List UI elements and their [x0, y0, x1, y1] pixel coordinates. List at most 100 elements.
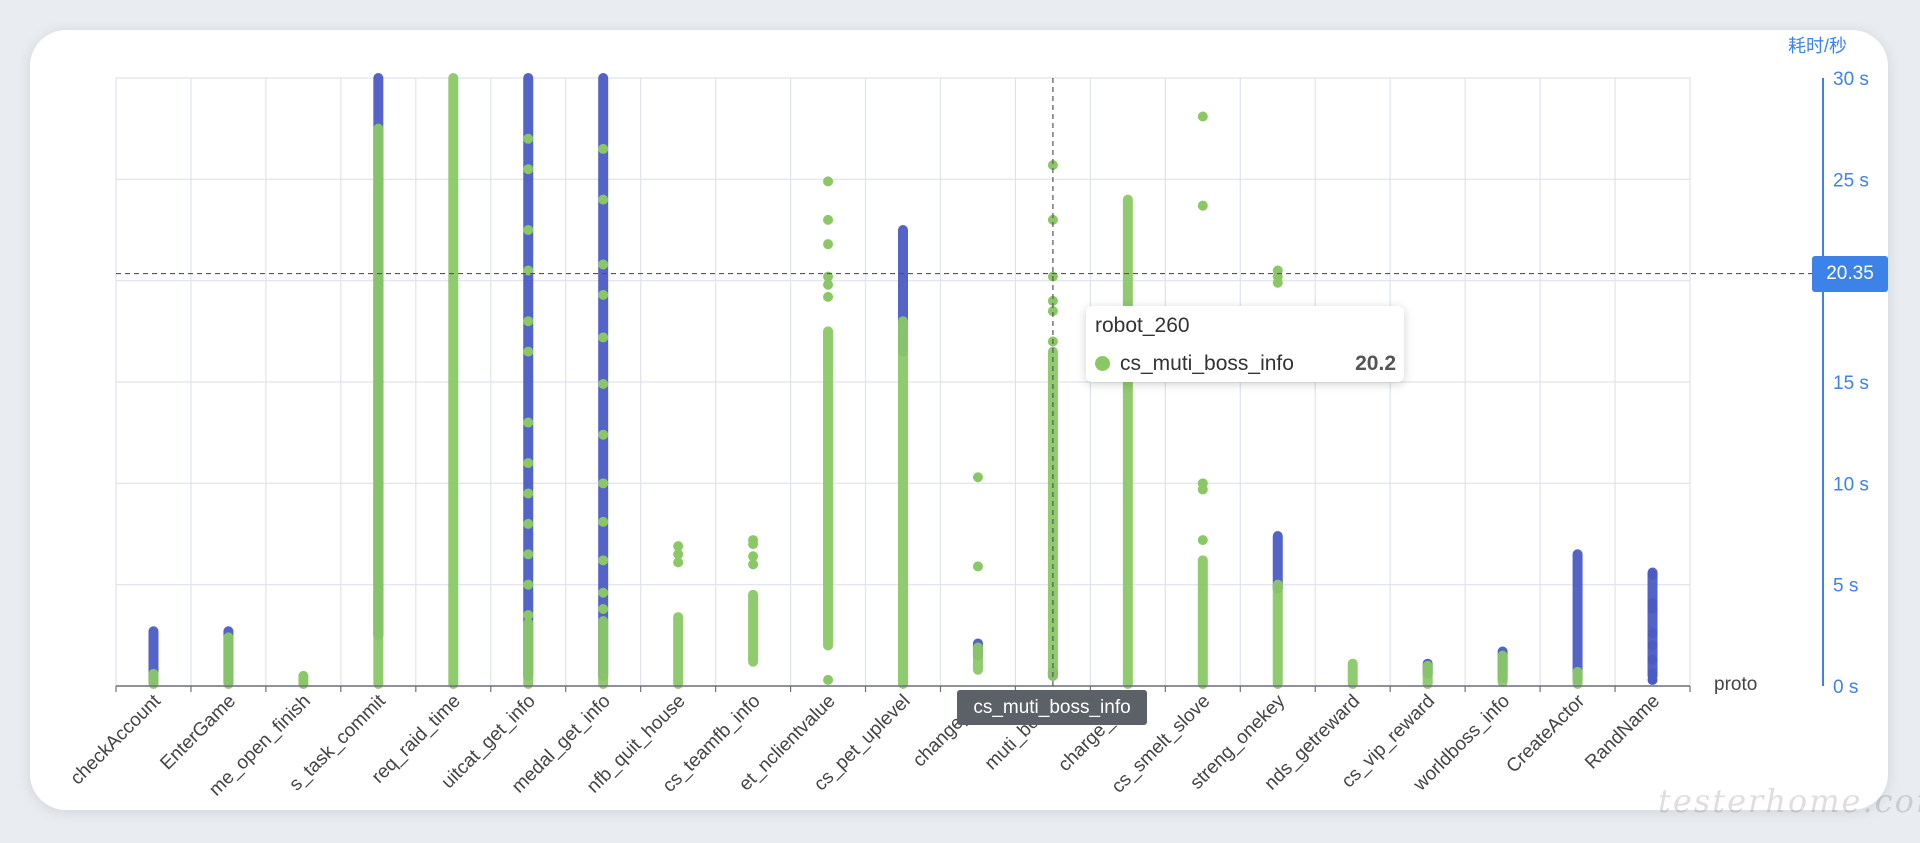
data-point[interactable]: [1047, 295, 1058, 306]
data-point[interactable]: [598, 143, 609, 154]
data-point[interactable]: [1647, 674, 1658, 685]
data-point[interactable]: [748, 559, 759, 570]
data-point[interactable]: [823, 214, 834, 225]
point-band-series1-checkAccount[interactable]: [148, 668, 159, 689]
data-point[interactable]: [523, 316, 534, 327]
data-point[interactable]: [523, 417, 534, 428]
y-tick-labels: 0 s5 s10 s15 s20 s25 s30 s: [1833, 69, 1869, 698]
data-point[interactable]: [598, 603, 609, 614]
y-tick-label: 10 s: [1833, 474, 1869, 495]
data-point[interactable]: [1047, 214, 1058, 225]
data-point[interactable]: [598, 555, 609, 566]
point-band-series1-et_nclientvalue[interactable]: [823, 326, 834, 651]
data-point[interactable]: [673, 549, 684, 560]
point-band-series1-cs_pet_uplevel[interactable]: [898, 316, 908, 689]
data-point[interactable]: [1197, 200, 1208, 211]
x-axis-title: proto: [1714, 674, 1758, 695]
point-band-series1-req_raid_time[interactable]: [448, 73, 459, 689]
point-band-series1-s_task_commit[interactable]: [373, 123, 384, 689]
data-point[interactable]: [523, 133, 534, 144]
point-band-series1-uitcat_get_info[interactable]: [523, 618, 534, 689]
data-point[interactable]: [523, 488, 534, 499]
data-point[interactable]: [598, 194, 609, 205]
data-point[interactable]: [523, 164, 534, 175]
tooltip-title: robot_260: [1095, 314, 1190, 337]
x-tick-label: CreateActor: [1503, 690, 1590, 777]
data-point[interactable]: [523, 518, 534, 529]
tooltip-value: 20.2: [1355, 352, 1396, 375]
data-point[interactable]: [972, 561, 983, 572]
data-point[interactable]: [523, 458, 534, 469]
point-band-series1-charge_rew[interactable]: [1122, 194, 1133, 689]
data-point[interactable]: [1197, 535, 1208, 546]
data-point[interactable]: [1272, 277, 1283, 288]
data-point[interactable]: [673, 557, 684, 568]
data-point[interactable]: [673, 541, 684, 552]
series-dot-icon: [1095, 356, 1110, 371]
x-tick-label: RandName: [1581, 691, 1664, 774]
data-point[interactable]: [1647, 603, 1658, 614]
data-point[interactable]: [598, 332, 609, 343]
data-point[interactable]: [823, 291, 834, 302]
tooltip-series-name: cs_muti_boss_info: [1120, 352, 1294, 375]
data-points[interactable]: [148, 73, 1658, 689]
data-point[interactable]: [1197, 111, 1208, 122]
data-point[interactable]: [1047, 306, 1058, 317]
data-point[interactable]: [823, 279, 834, 290]
data-point[interactable]: [748, 551, 759, 562]
y-tick-label: 0 s: [1833, 677, 1858, 698]
point-band-series0-medal_get_info[interactable]: [598, 73, 609, 681]
data-point[interactable]: [1647, 569, 1658, 580]
y-tick-label: 30 s: [1833, 69, 1869, 90]
y-tick-label: 15 s: [1833, 373, 1869, 394]
point-band-series1-nds_getreward[interactable]: [1347, 658, 1358, 689]
point-band-series1-change_sp[interactable]: [972, 642, 983, 675]
data-point[interactable]: [823, 239, 834, 250]
y-axis-title: 耗时/秒: [1788, 36, 1848, 56]
data-point[interactable]: [598, 587, 609, 598]
data-point[interactable]: [523, 579, 534, 590]
data-point[interactable]: [748, 535, 759, 546]
point-band-series1-worldboss_info[interactable]: [1497, 650, 1508, 687]
x-axis-pointer-label: cs_muti_boss_info: [957, 690, 1147, 725]
data-point[interactable]: [298, 670, 309, 681]
data-point[interactable]: [1197, 478, 1208, 489]
point-band-series1-nfb_quit_house[interactable]: [673, 612, 684, 689]
data-point[interactable]: [523, 549, 534, 560]
point-band-series1-streng_onekey[interactable]: [1272, 579, 1283, 689]
point-band-series1-EnterGame[interactable]: [223, 632, 234, 689]
point-band-series0-streng_onekey[interactable]: [1272, 531, 1283, 594]
point-band-series1-medal_get_info[interactable]: [598, 616, 609, 689]
watermark: testerhome.com: [1658, 782, 1920, 820]
data-point[interactable]: [598, 379, 609, 390]
data-point[interactable]: [598, 259, 609, 270]
axes: [115, 78, 1824, 692]
point-band-series1-cs_teamfb_info[interactable]: [748, 589, 759, 667]
data-point[interactable]: [598, 289, 609, 300]
data-point[interactable]: [1647, 628, 1658, 639]
data-point[interactable]: [1647, 654, 1658, 665]
data-point[interactable]: [1647, 640, 1658, 651]
data-point[interactable]: [598, 478, 609, 489]
y-tick-label: 25 s: [1833, 170, 1869, 191]
x-tick-label: EnterGame: [156, 691, 240, 775]
data-point[interactable]: [823, 674, 834, 685]
x-tick-label: checkAccount: [67, 690, 166, 789]
point-band-series0-RandName[interactable]: [1647, 567, 1658, 681]
data-point[interactable]: [598, 516, 609, 527]
point-band-series0-CreateActor[interactable]: [1572, 549, 1583, 685]
point-band-series1-CreateActor[interactable]: [1572, 666, 1583, 689]
point-band-series1-cs_vip_reward[interactable]: [1422, 660, 1433, 689]
data-point[interactable]: [972, 472, 983, 483]
data-point[interactable]: [1047, 160, 1058, 171]
data-point[interactable]: [523, 225, 534, 235]
crosshair: [116, 78, 1823, 686]
data-point[interactable]: [523, 610, 534, 621]
point-band-series0-uitcat_get_info[interactable]: [523, 73, 534, 681]
y-tick-label: 5 s: [1833, 576, 1858, 597]
data-point[interactable]: [523, 346, 534, 357]
point-band-series1-cs_smelt_slove[interactable]: [1197, 555, 1208, 689]
data-point[interactable]: [823, 176, 834, 187]
data-point[interactable]: [598, 429, 609, 440]
